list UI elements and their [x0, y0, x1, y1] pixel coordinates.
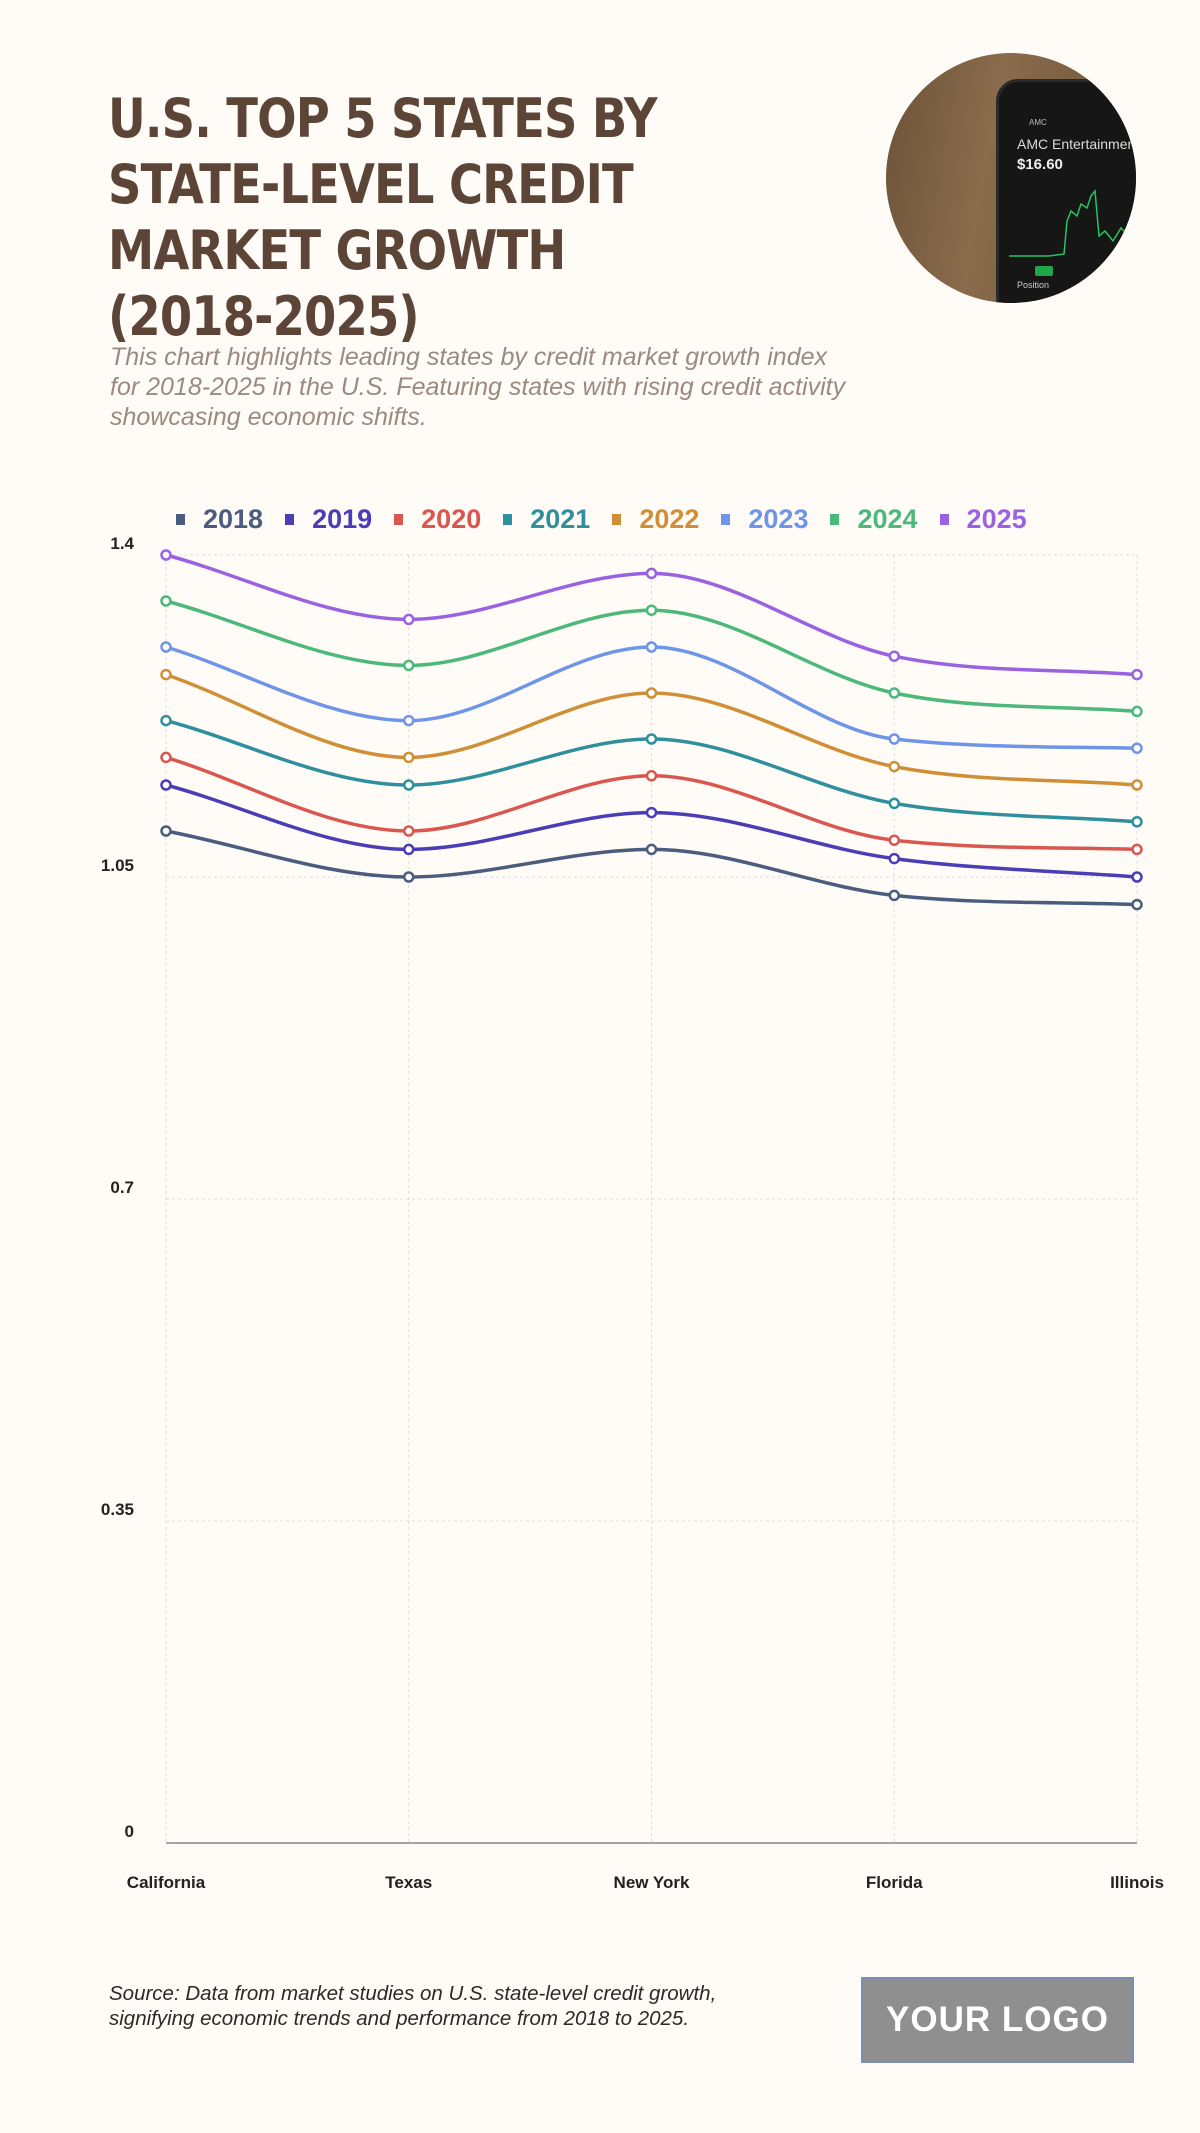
data-point-2019 [888, 852, 900, 865]
data-point-2022 [888, 760, 900, 773]
photo-text: $16.60 [1017, 156, 1063, 173]
data-point-2018 [160, 825, 172, 837]
data-point-2022 [403, 751, 415, 764]
data-point-2021 [888, 797, 900, 810]
photo-text: AMC Entertainment [1017, 136, 1136, 152]
data-point-2019 [160, 779, 172, 791]
data-point-2024 [403, 659, 415, 672]
y-tick-label: 0 [125, 1822, 134, 1841]
data-point-2020 [1131, 843, 1143, 856]
data-point-2018 [888, 889, 900, 902]
legend-item-2018[interactable]: 2018 [176, 504, 263, 535]
photo-range-button [1035, 266, 1053, 276]
legend-item-2019[interactable]: 2019 [285, 504, 372, 535]
y-tick-label: 1.4 [110, 534, 134, 553]
logo-placeholder: YOUR LOGO [861, 1977, 1134, 2063]
y-tick-label: 1.05 [101, 856, 134, 875]
x-tick-label: Florida [866, 1873, 923, 1892]
phone-image: AMC AMC Entertainment $16.60 Position [996, 79, 1136, 303]
data-point-2021 [645, 733, 658, 745]
data-point-2020 [160, 751, 172, 764]
legend-label: 2023 [748, 504, 809, 534]
data-point-2019 [645, 806, 658, 819]
data-point-2020 [645, 770, 658, 782]
photo-text: AMC [1029, 118, 1047, 127]
data-point-2018 [403, 871, 415, 883]
stock-phone-photo: AMC AMC Entertainment $16.60 Position [886, 53, 1136, 303]
legend-label: 2025 [966, 504, 1027, 534]
legend-item-2021[interactable]: 2021 [503, 504, 590, 535]
x-tick-label: Texas [385, 1873, 432, 1892]
data-point-2024 [160, 595, 172, 607]
data-point-2025 [1131, 668, 1143, 681]
data-point-2022 [160, 668, 172, 681]
legend-swatch [939, 514, 949, 525]
data-point-2021 [160, 714, 172, 727]
chart-legend: 2018 2019 2020 2021 2022 2023 2024 2025 [176, 504, 1049, 535]
data-point-2018 [1131, 898, 1143, 911]
data-point-2022 [1131, 779, 1143, 791]
data-point-2025 [645, 567, 658, 580]
legend-label: 2019 [312, 504, 373, 534]
legend-item-2024[interactable]: 2024 [830, 504, 918, 535]
legend-swatch [721, 514, 731, 525]
stock-chart-graphic [1009, 189, 1136, 257]
data-point-2024 [645, 604, 658, 616]
legend-swatch [176, 514, 185, 525]
legend-swatch [285, 514, 295, 525]
data-point-2023 [403, 714, 415, 727]
legend-label: 2021 [530, 504, 591, 534]
legend-label: 2024 [857, 504, 918, 534]
legend-label: 2022 [639, 504, 700, 534]
data-point-2021 [1131, 816, 1143, 828]
chart-subtitle: This chart highlights leading states by … [110, 343, 846, 431]
legend-label: 2018 [203, 504, 264, 534]
y-tick-label: 0.7 [110, 1178, 134, 1197]
legend-swatch [612, 514, 622, 525]
data-point-2023 [888, 733, 900, 745]
data-point-2022 [645, 687, 658, 699]
legend-item-2025[interactable]: 2025 [939, 504, 1027, 535]
data-point-2021 [403, 779, 415, 791]
data-point-2025 [403, 613, 415, 626]
legend-item-2022[interactable]: 2022 [612, 504, 699, 535]
source-note: Source: Data from market studies on U.S.… [109, 1982, 717, 2030]
data-point-2024 [1131, 705, 1143, 718]
data-point-2023 [645, 641, 658, 653]
x-tick-label: California [127, 1873, 206, 1892]
data-point-2024 [888, 687, 900, 699]
legend-item-2020[interactable]: 2020 [394, 504, 481, 535]
data-point-2025 [888, 650, 900, 662]
data-point-2020 [888, 834, 900, 846]
data-point-2025 [160, 549, 172, 561]
line-chart: 0 0.35 0.7 1.05 1.4 California Texas New York Fl… [101, 534, 1164, 1892]
y-tick-label: 0.35 [101, 1500, 134, 1519]
data-point-2020 [403, 825, 415, 837]
data-point-2023 [1131, 742, 1143, 754]
x-tick-label: New York [614, 1873, 690, 1892]
legend-swatch [503, 514, 513, 525]
data-point-2018 [645, 843, 658, 856]
x-tick-label: Illinois [1110, 1873, 1164, 1892]
page-title: U.S. Top 5 States by State-Level Credit … [108, 87, 657, 348]
legend-item-2023[interactable]: 2023 [721, 504, 808, 535]
legend-label: 2020 [421, 504, 482, 534]
photo-text: Position [1017, 280, 1050, 290]
data-point-2019 [403, 843, 415, 856]
legend-swatch [394, 514, 404, 525]
data-point-2023 [160, 641, 172, 653]
legend-swatch [830, 514, 840, 525]
data-point-2019 [1131, 871, 1143, 883]
